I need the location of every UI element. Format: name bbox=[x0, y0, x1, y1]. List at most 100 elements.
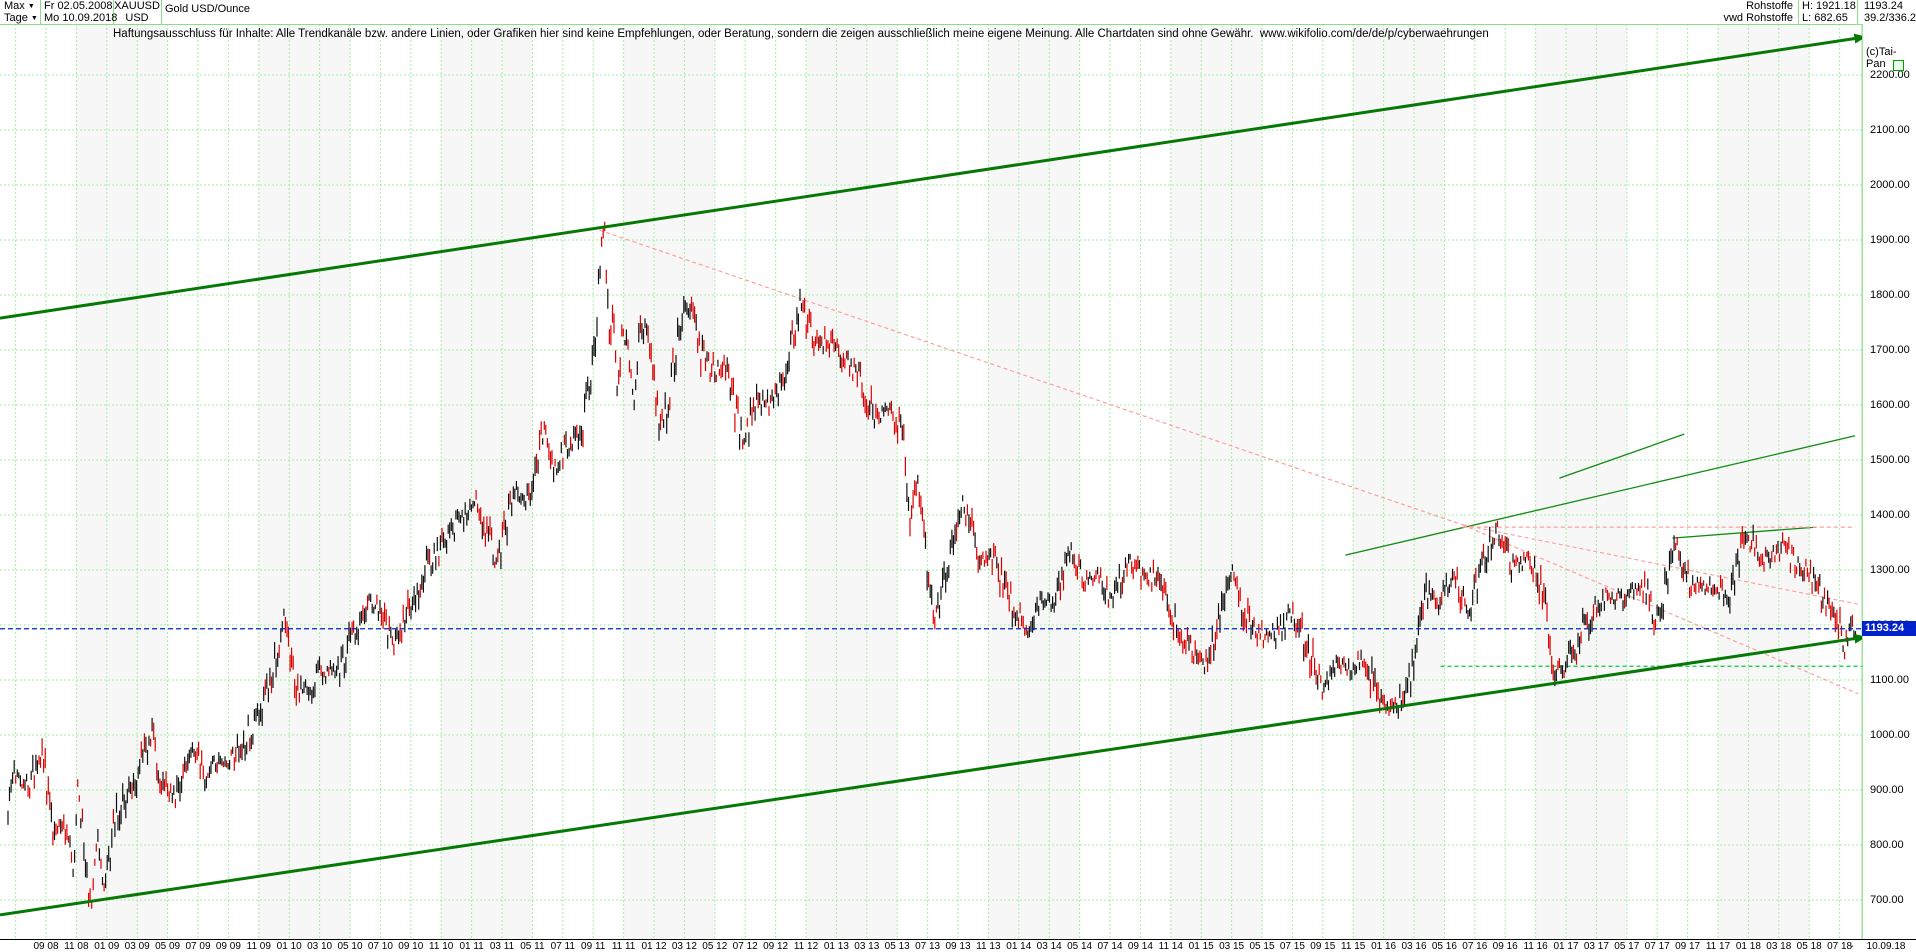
period-dropdown[interactable]: Tage ▼ bbox=[4, 12, 38, 25]
x-axis-label: 09 08 bbox=[33, 941, 59, 952]
ratio-value: 39.2/336.2 bbox=[1864, 12, 1916, 24]
y-axis-label: 1400.00 bbox=[1870, 509, 1910, 521]
quote-source-cell: Rohstoffe vwd Rohstoffe bbox=[1713, 0, 1799, 24]
y-axis-label: 1000.00 bbox=[1870, 729, 1910, 741]
x-axis-label: 11 16 bbox=[1523, 941, 1548, 952]
x-axis-label: 11 12 bbox=[793, 941, 819, 952]
period-label: Tage bbox=[4, 12, 28, 24]
y-axis-label: 1300.00 bbox=[1870, 564, 1910, 576]
title-cell: Gold USD/Ounce bbox=[161, 0, 461, 24]
x-axis-label: 07 18 bbox=[1827, 941, 1853, 952]
date-to: Mo 10.09.2018 bbox=[44, 12, 118, 24]
x-axis-label: 03 10 bbox=[307, 941, 333, 952]
x-axis-label: 05 13 bbox=[884, 941, 910, 952]
x-axis-label: 05 11 bbox=[520, 941, 545, 952]
x-axis-label: 05 18 bbox=[1796, 941, 1822, 952]
x-axis-label: 11 14 bbox=[1158, 941, 1183, 952]
x-axis-label: 03 13 bbox=[854, 941, 880, 952]
x-axis-label: 03 14 bbox=[1036, 941, 1062, 952]
x-axis-label: 07 14 bbox=[1097, 941, 1123, 952]
x-axis-label: 03 12 bbox=[671, 941, 697, 952]
x-axis-label: 01 12 bbox=[641, 941, 667, 952]
x-axis-label: 01 18 bbox=[1735, 941, 1761, 952]
range-dropdown[interactable]: Max ▼ bbox=[4, 0, 35, 13]
copyright-label: (c)Tai-Pan bbox=[1866, 46, 1897, 70]
x-axis-end-date: 10.09.18 bbox=[1866, 941, 1906, 952]
quote-source: vwd Rohstoffe bbox=[1723, 12, 1793, 24]
x-axis-label: 09 10 bbox=[398, 941, 424, 952]
range-label: Max bbox=[4, 0, 25, 12]
x-axis-label: 07 11 bbox=[550, 941, 575, 952]
x-axis-label: 01 17 bbox=[1553, 941, 1579, 952]
x-axis-label: 03 11 bbox=[489, 941, 515, 952]
y-axis-label: 2100.00 bbox=[1870, 124, 1910, 136]
symbol-cell[interactable]: XAUUSD USD bbox=[113, 0, 162, 24]
x-axis-label: 11 08 bbox=[64, 941, 89, 952]
x-axis-label: 09 17 bbox=[1675, 941, 1701, 952]
high-value: H: 1921.18 bbox=[1802, 0, 1856, 12]
y-axis-label: 700.00 bbox=[1870, 894, 1904, 906]
header-bar: Max ▼ Tage ▼ Fr 02.05.2008 Mo 10.09.2018… bbox=[0, 0, 1916, 25]
y-axis[interactable]: 2200.00 2100.00 2000.00 1900.00 1800.00 1700.… bbox=[1862, 24, 1916, 939]
range-period-cell: Max ▼ Tage ▼ bbox=[0, 0, 41, 24]
x-axis-label: 01 15 bbox=[1188, 941, 1214, 952]
x-axis-label: 09 12 bbox=[763, 941, 789, 952]
x-axis-label: 07 13 bbox=[915, 941, 941, 952]
x-axis-label: 11 10 bbox=[429, 941, 454, 952]
x-axis-label: 03 15 bbox=[1219, 941, 1245, 952]
date-from: Fr 02.05.2008 bbox=[44, 0, 113, 12]
quote-category: Rohstoffe bbox=[1746, 0, 1793, 12]
y-axis-label: 1600.00 bbox=[1870, 399, 1910, 411]
x-axis-label: 09 13 bbox=[945, 941, 971, 952]
currency-label: USD bbox=[125, 12, 149, 24]
x-axis-label: 03 09 bbox=[124, 941, 150, 952]
x-axis-label: 07 10 bbox=[367, 941, 393, 952]
x-axis-label: 05 12 bbox=[702, 941, 728, 952]
last-price-header: 1193.24 bbox=[1864, 0, 1903, 12]
x-axis-label: 11 13 bbox=[976, 941, 1001, 952]
price-badge: 1193.24 bbox=[1862, 621, 1916, 636]
x-axis[interactable]: 09 08 11 08 01 09 03 09 05 09 07 09 09 09 11 09… bbox=[0, 939, 1916, 952]
y-axis-label: 800.00 bbox=[1870, 839, 1904, 851]
x-axis-label: 01 10 bbox=[276, 941, 302, 952]
x-axis-label: 09 15 bbox=[1310, 941, 1336, 952]
chart-title: Gold USD/Ounce bbox=[165, 3, 250, 15]
x-axis-label: 07 15 bbox=[1279, 941, 1305, 952]
y-axis-label: 900.00 bbox=[1870, 784, 1904, 796]
x-axis-label: 01 09 bbox=[94, 941, 120, 952]
date-range-cell[interactable]: Fr 02.05.2008 Mo 10.09.2018 bbox=[40, 0, 118, 24]
y-axis-label: 1500.00 bbox=[1870, 454, 1910, 466]
high-low-cell: H: 1921.18 L: 682.65 bbox=[1798, 0, 1858, 24]
x-axis-label: 09 11 bbox=[581, 941, 606, 952]
last-quote-cell: 1193.24 39.2/336.2 bbox=[1857, 0, 1916, 24]
x-axis-label: 05 14 bbox=[1067, 941, 1093, 952]
x-axis-end-dash: - bbox=[1850, 941, 1854, 952]
x-axis-label: 05 16 bbox=[1431, 941, 1457, 952]
y-axis-label: 1800.00 bbox=[1870, 289, 1910, 301]
x-axis-label: 01 14 bbox=[1006, 941, 1032, 952]
low-value: L: 682.65 bbox=[1802, 12, 1848, 24]
x-axis-label: 07 17 bbox=[1644, 941, 1670, 952]
x-axis-label: 09 09 bbox=[215, 941, 241, 952]
x-axis-label: 03 18 bbox=[1766, 941, 1792, 952]
x-axis-label: 01 11 bbox=[459, 941, 484, 952]
dropdown-arrow-icon: ▼ bbox=[27, 3, 35, 10]
x-axis-label: 05 17 bbox=[1614, 941, 1640, 952]
x-axis-label: 01 16 bbox=[1371, 941, 1397, 952]
x-axis-label: 01 13 bbox=[823, 941, 849, 952]
y-axis-label: 1100.00 bbox=[1870, 674, 1909, 686]
x-axis-label: 05 09 bbox=[155, 941, 181, 952]
dropdown-arrow-icon: ▼ bbox=[30, 15, 38, 22]
x-axis-label: 11 15 bbox=[1341, 941, 1366, 952]
x-axis-label: 11 17 bbox=[1705, 941, 1731, 952]
y-axis-label: 1900.00 bbox=[1870, 234, 1910, 246]
y-axis-label: 2000.00 bbox=[1870, 179, 1910, 191]
y-axis-label: 2200.00 bbox=[1870, 69, 1910, 81]
resize-handle-icon[interactable] bbox=[1893, 60, 1904, 71]
x-axis-label: 09 16 bbox=[1492, 941, 1518, 952]
y-axis-label: 1700.00 bbox=[1870, 344, 1910, 356]
symbol-label: XAUUSD bbox=[114, 0, 160, 12]
x-axis-label: 03 16 bbox=[1401, 941, 1427, 952]
